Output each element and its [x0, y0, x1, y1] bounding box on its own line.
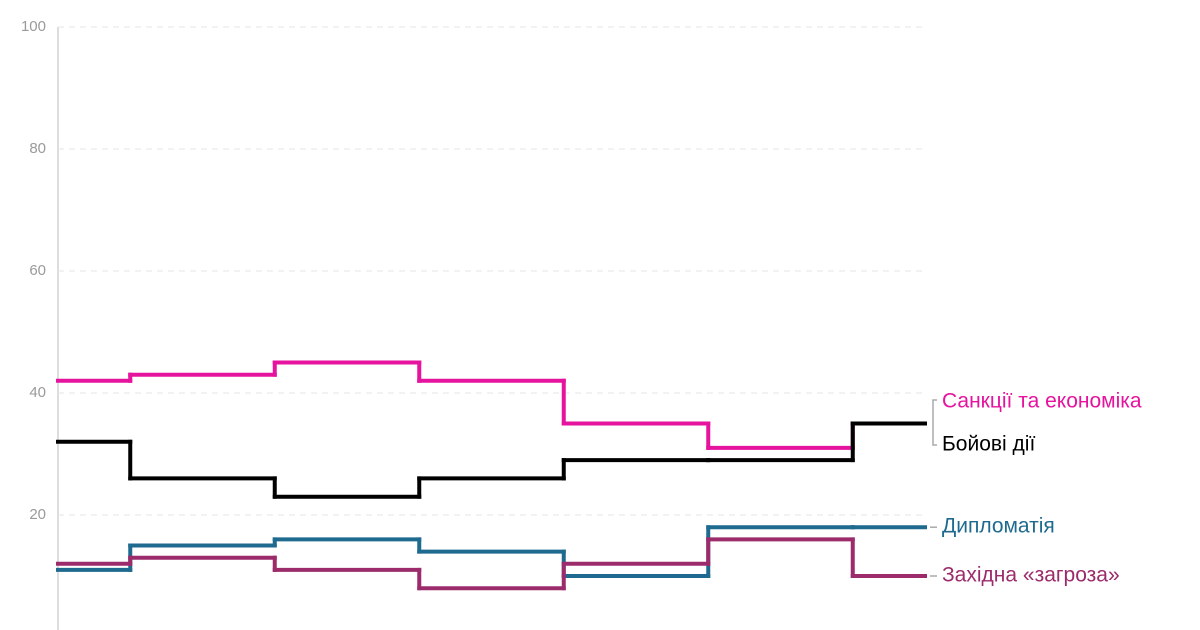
series-label: Західна «загроза»: [942, 564, 1120, 587]
series-label: Дипломатія: [942, 515, 1055, 538]
series-label: Бойові дії: [942, 433, 1035, 456]
y-tick-label: 60: [29, 262, 46, 279]
label-bracket: [932, 399, 937, 446]
series-label: Санкції та економіка: [942, 390, 1142, 413]
y-tick-label: 40: [29, 384, 46, 401]
y-tick-label: 80: [29, 140, 46, 157]
y-tick-label: 100: [21, 18, 46, 35]
y-tick-label: 20: [29, 506, 46, 523]
